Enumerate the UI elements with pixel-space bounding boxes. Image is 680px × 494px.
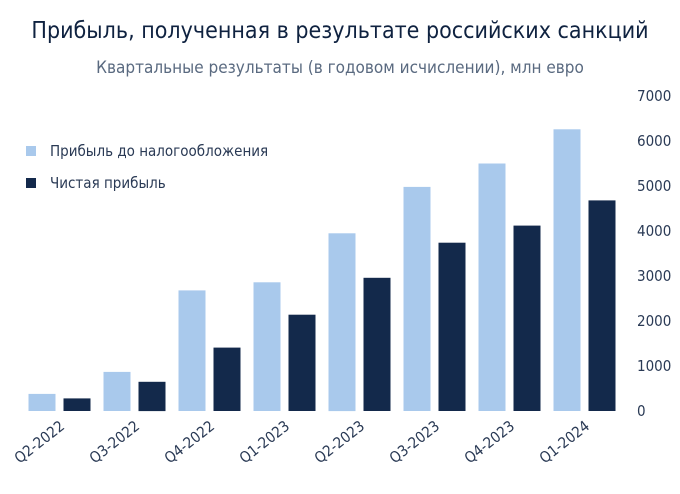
legend-swatch-net (26, 178, 36, 188)
legend: Прибыль до налогообложения Чистая прибыл… (26, 142, 268, 206)
x-tick-label: Q4-2023 (461, 417, 518, 467)
bar-net-q2-2023 (363, 277, 391, 411)
bar-pretax-q4-2022 (178, 290, 206, 411)
bar-pretax-q4-2023 (478, 163, 506, 411)
y-tick-label: 5000 (637, 177, 671, 195)
bar-net-q3-2023 (438, 242, 466, 411)
bar-net-q1-2023 (288, 314, 316, 411)
y-tick-label: 0 (637, 402, 646, 420)
x-tick-label: Q4-2022 (161, 417, 218, 467)
x-tick-label: Q1-2024 (536, 417, 593, 467)
y-tick-label: 3000 (637, 267, 671, 285)
bar-net-q4-2022 (213, 347, 241, 411)
bar-pretax-q2-2022 (28, 393, 56, 411)
legend-label-net: Чистая прибыль (50, 174, 166, 192)
y-tick-label: 7000 (637, 87, 671, 105)
y-tick-label: 4000 (637, 222, 671, 240)
bar-net-q4-2023 (513, 225, 541, 411)
bar-net-q2-2022 (63, 398, 91, 411)
x-tick-label: Q3-2022 (86, 417, 143, 467)
y-tick-label: 1000 (637, 357, 671, 375)
chart-title: Прибыль, полученная в результате российс… (31, 18, 649, 44)
bar-pretax-q1-2024 (553, 129, 581, 412)
legend-item-net: Чистая прибыль (26, 174, 268, 192)
chart-subtitle: Квартальные результаты (в годовом исчисл… (96, 58, 584, 78)
bar-pretax-q1-2023 (253, 282, 281, 411)
bar-net-q3-2022 (138, 381, 166, 412)
bar-pretax-q2-2023 (328, 233, 356, 412)
legend-swatch-pretax (26, 146, 36, 156)
bar-pretax-q3-2022 (103, 371, 131, 411)
bar-net-q1-2024 (588, 200, 616, 411)
legend-label-pretax: Прибыль до налогообложения (50, 142, 269, 160)
bar-pretax-q3-2023 (403, 186, 431, 411)
legend-item-pretax: Прибыль до налогообложения (26, 142, 268, 160)
x-tick-label: Q2-2022 (11, 417, 68, 467)
y-tick-label: 2000 (637, 312, 671, 330)
x-tick-label: Q2-2023 (311, 417, 368, 467)
x-tick-label: Q1-2023 (236, 417, 293, 467)
y-tick-label: 6000 (637, 132, 671, 150)
x-tick-label: Q3-2023 (386, 417, 443, 467)
